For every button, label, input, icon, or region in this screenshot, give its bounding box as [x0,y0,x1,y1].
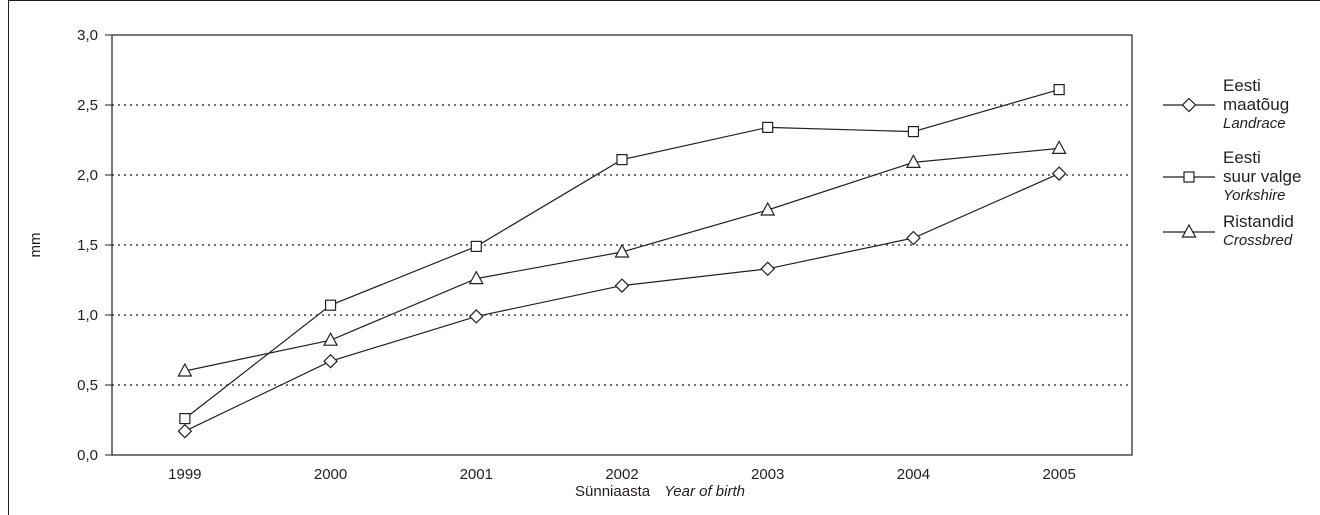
y-tick-label: 2,5 [77,97,98,114]
legend-label-en: Crossbred [1223,232,1293,249]
legend-label: Eesti [1223,76,1261,95]
data-point-landrace [614,278,630,293]
x-tick-label: 2005 [1042,466,1075,483]
legend-label: suur valge [1223,167,1301,186]
data-point-yorkshire [762,121,774,134]
data-point-yorkshire [907,125,920,138]
data-point-yorkshire [616,154,628,166]
y-axis: 0,0 0,5 1,0 1,5 2,0 2,5 3,0 [77,27,112,464]
data-point-landrace [906,230,921,246]
y-tick-label: 0,5 [77,377,98,394]
legend-label-en: Yorkshire [1223,187,1286,204]
data-point-landrace [468,309,484,324]
legend-label: Eesti [1223,148,1261,167]
legend-label: maatõug [1223,95,1289,114]
x-tick-label: 1999 [168,466,201,483]
data-point-landrace [1051,166,1067,181]
y-axis-title: mm [27,233,44,258]
x-tick-label: 2003 [751,466,784,483]
data-point-landrace [760,261,776,277]
legend-marker-landrace [1181,97,1197,113]
data-point-crossbred [1051,140,1067,154]
y-tick-label: 3,0 [77,27,98,44]
data-point-crossbred [468,270,484,285]
legend-marker-yorkshire [1183,171,1195,183]
x-tick-label: 2004 [897,466,930,483]
data-point-yorkshire [324,299,337,311]
y-tick-label: 2,0 [77,167,98,184]
data-point-landrace [177,423,193,439]
data-point-crossbred [614,243,630,258]
data-point-crossbred [760,201,776,216]
x-tick-label: 2000 [314,466,347,483]
x-axis-title: Sünniaasta Year of birth [575,483,745,500]
data-point-landrace [323,353,338,369]
y-tick-label: 1,5 [77,237,98,254]
series-crossbred [177,140,1067,377]
x-axis-title-en: Year of birth [664,483,745,500]
series-landrace [177,166,1067,439]
data-point-yorkshire [470,240,482,252]
x-axis-title-et: Sünniaasta [575,483,651,500]
data-point-crossbred [905,154,921,168]
legend-label: Ristandid [1223,212,1294,231]
x-axis: 1999 2000 2001 2002 2003 2004 2005 [168,466,1076,483]
x-tick-label: 2001 [460,466,493,483]
y-tick-label: 0,0 [77,447,98,464]
series-group [177,83,1067,439]
series-yorkshire [179,83,1065,425]
data-point-yorkshire [1053,83,1065,96]
data-point-crossbred [323,331,339,346]
data-point-yorkshire [179,413,191,425]
data-point-crossbred [177,362,193,377]
legend-marker-crossbred [1181,223,1197,238]
series-line-landrace [184,173,1060,432]
series-line-crossbred [184,147,1060,372]
legend-label-en: Landrace [1223,115,1286,132]
x-tick-label: 2002 [605,466,638,483]
y-tick-label: 1,0 [77,307,98,324]
